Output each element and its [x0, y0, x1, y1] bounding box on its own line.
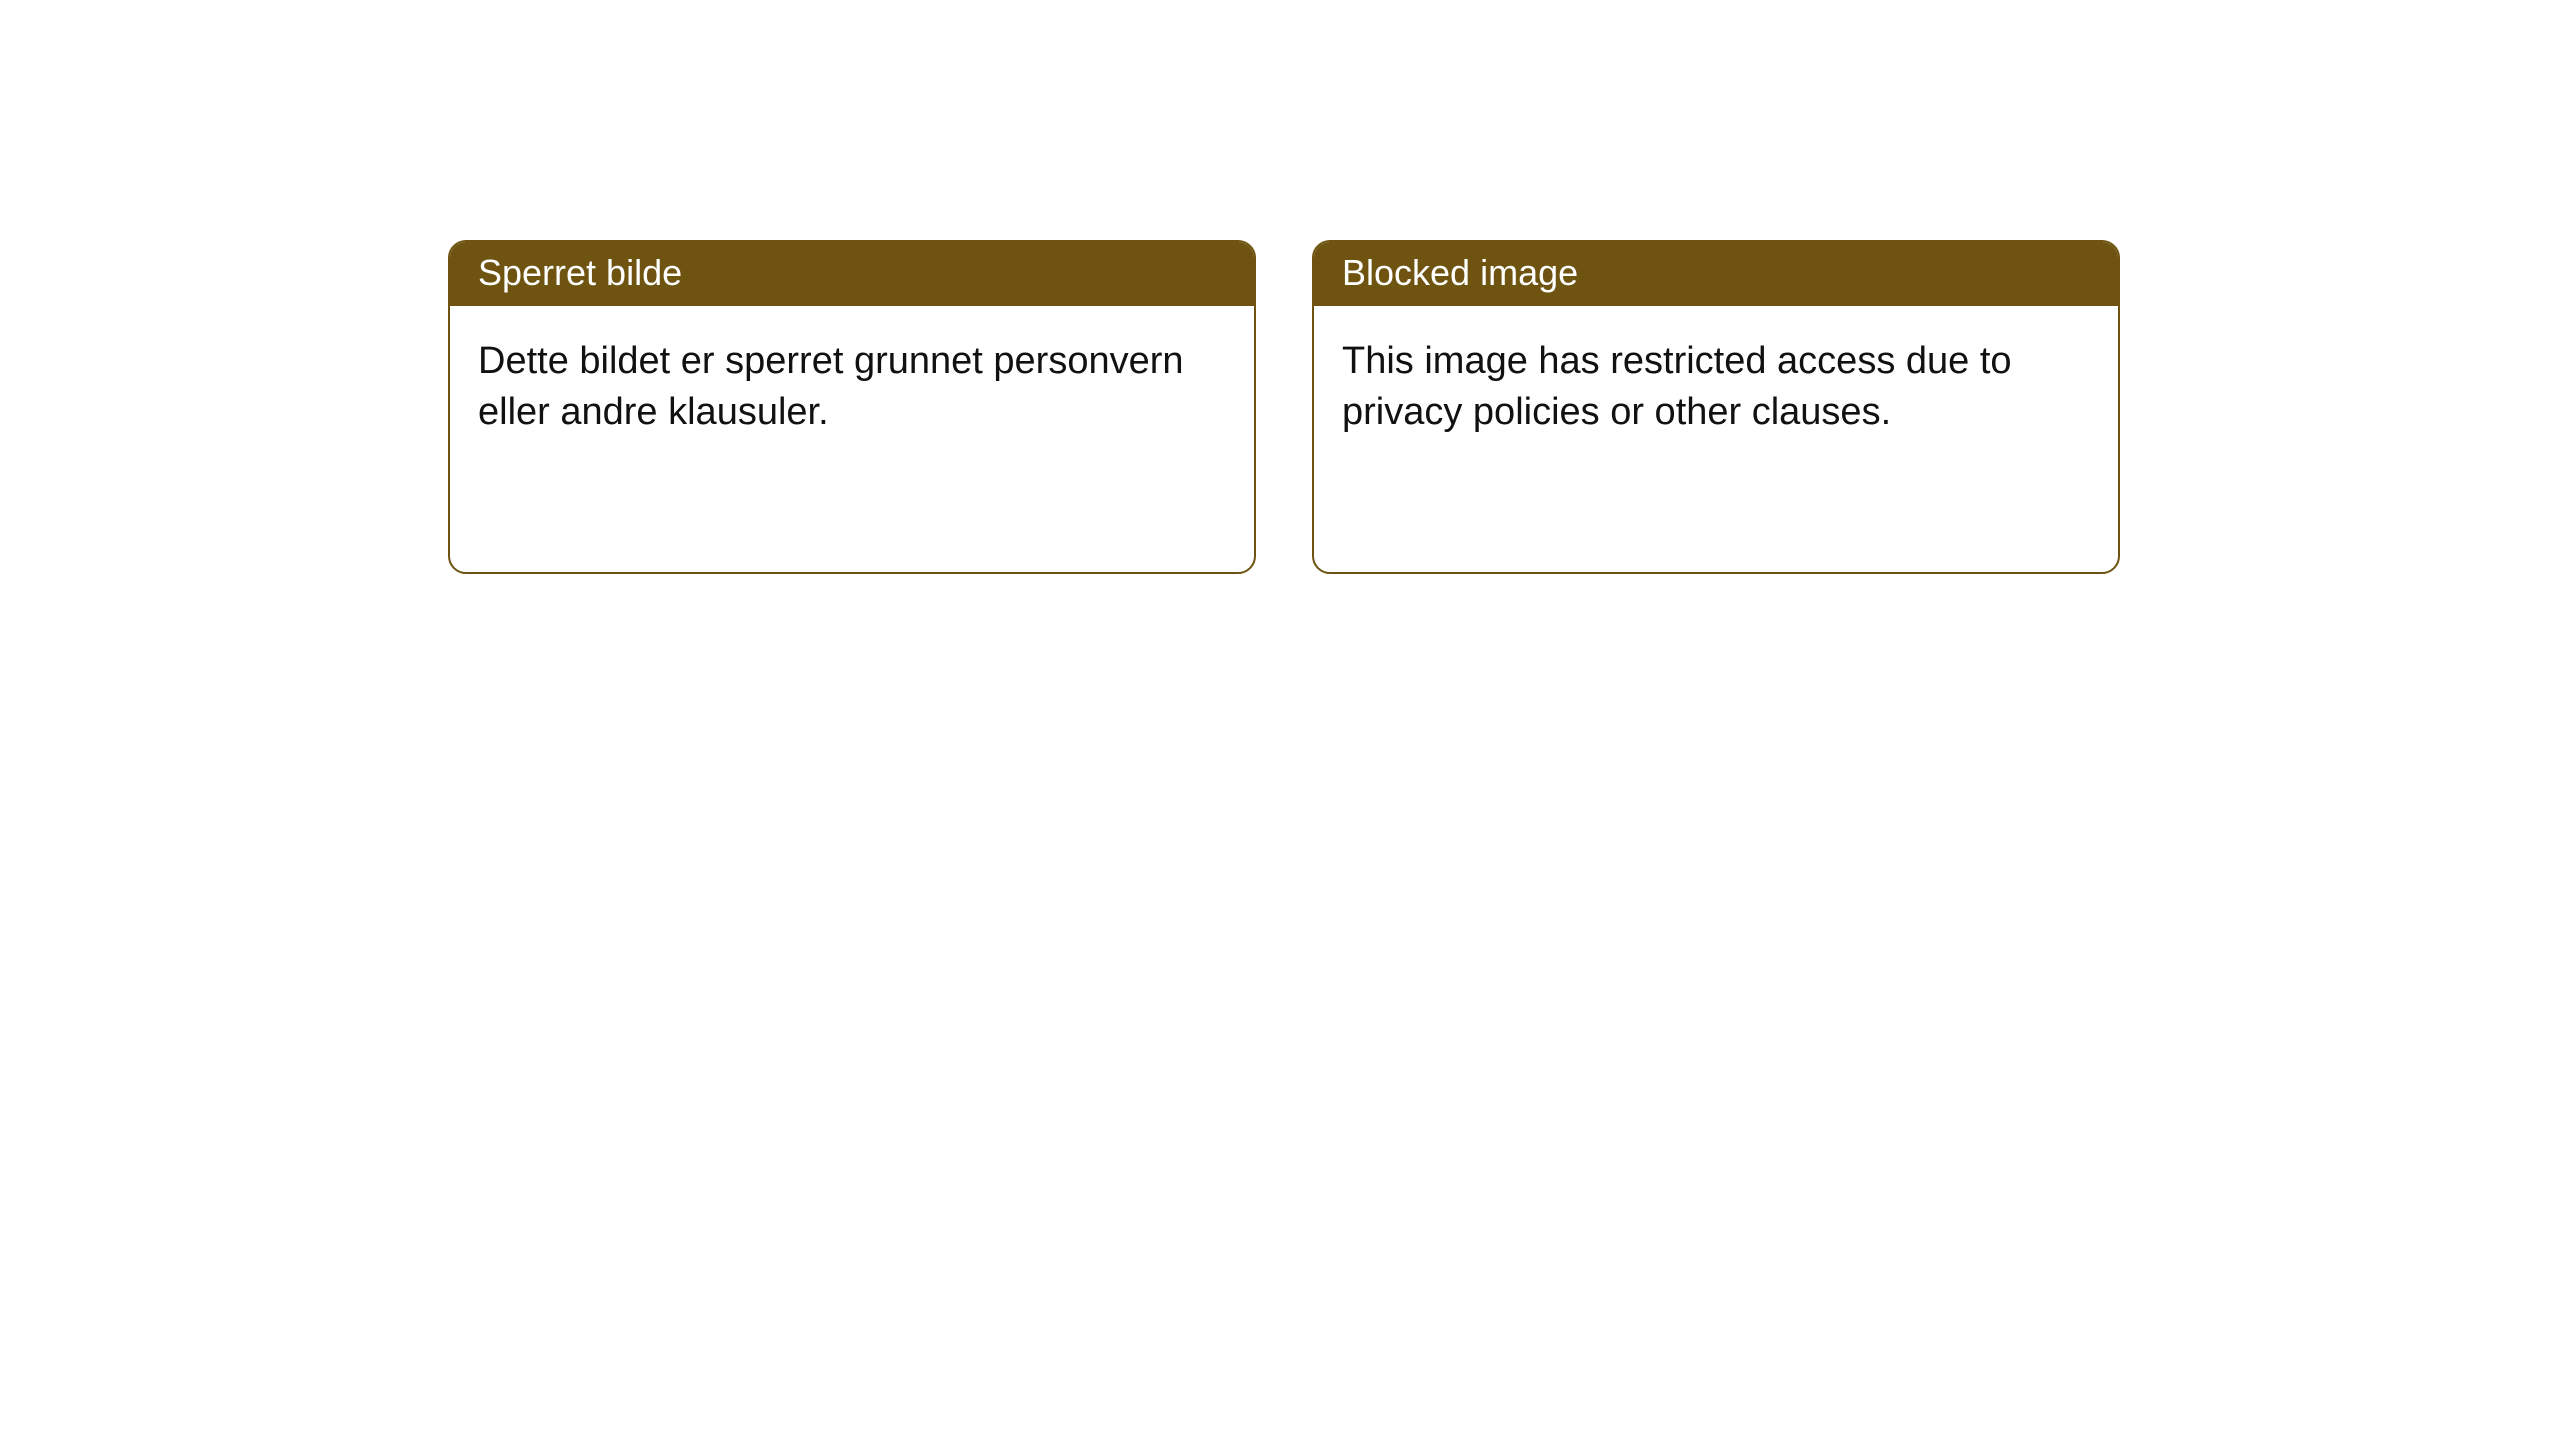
notice-card-title: Blocked image: [1314, 242, 2118, 306]
notice-card-body: Dette bildet er sperret grunnet personve…: [450, 306, 1254, 469]
notice-card-no: Sperret bilde Dette bildet er sperret gr…: [448, 240, 1256, 574]
notice-card-container: Sperret bilde Dette bildet er sperret gr…: [0, 0, 2560, 574]
notice-card-body: This image has restricted access due to …: [1314, 306, 2118, 469]
notice-card-en: Blocked image This image has restricted …: [1312, 240, 2120, 574]
notice-card-title: Sperret bilde: [450, 242, 1254, 306]
